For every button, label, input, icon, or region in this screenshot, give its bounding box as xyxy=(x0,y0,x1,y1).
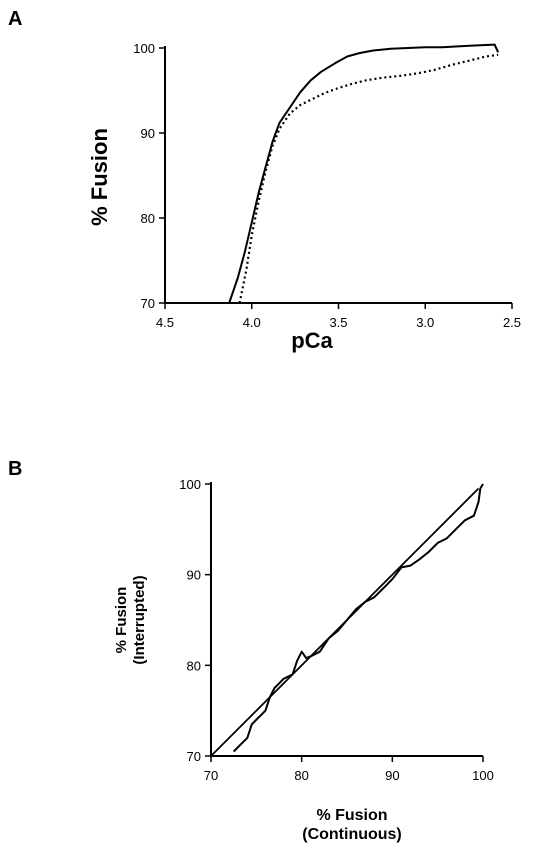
panel-a-y-tick-label: 100 xyxy=(133,41,155,56)
panel-a-x-axis-label: pCa xyxy=(291,328,333,353)
panel-a-series-dotted-line xyxy=(238,53,499,304)
panel-b-y-tick-label: 80 xyxy=(187,658,201,673)
panel-b-y-tick-label: 90 xyxy=(187,568,201,583)
panel-b-x-tick-label: 100 xyxy=(472,768,494,783)
panel-label-b: B xyxy=(8,458,23,480)
panel-a-x-tick-label: 4.5 xyxy=(156,315,174,330)
panel-b-series-solid-line xyxy=(232,483,484,753)
panel-b-x-tick-label: 90 xyxy=(385,768,399,783)
panel-a-x-tick-label: 2.5 xyxy=(503,315,521,330)
panel-a-y-tick-label: 70 xyxy=(141,296,155,311)
panel-a-series-solid-line xyxy=(228,43,500,304)
panel-b-y-tick-label: 100 xyxy=(179,477,201,492)
panel-b-y-tick-label: 70 xyxy=(187,749,201,764)
panel-a-x-tick-label: 4.0 xyxy=(243,315,261,330)
panel-label-a: A xyxy=(8,8,23,30)
panel-b-x-tick-label: 80 xyxy=(294,768,308,783)
panel-a-y-tick-label: 90 xyxy=(141,126,155,141)
panel-a-x-tick-label: 3.5 xyxy=(329,315,347,330)
panel-b-x-axis-label: % Fusion (Continuous) xyxy=(302,807,402,843)
panel-b-x-tick-label: 70 xyxy=(204,768,218,783)
panel-a-x-tick-label: 3.0 xyxy=(416,315,434,330)
panel-a-y-tick-label: 80 xyxy=(141,211,155,226)
